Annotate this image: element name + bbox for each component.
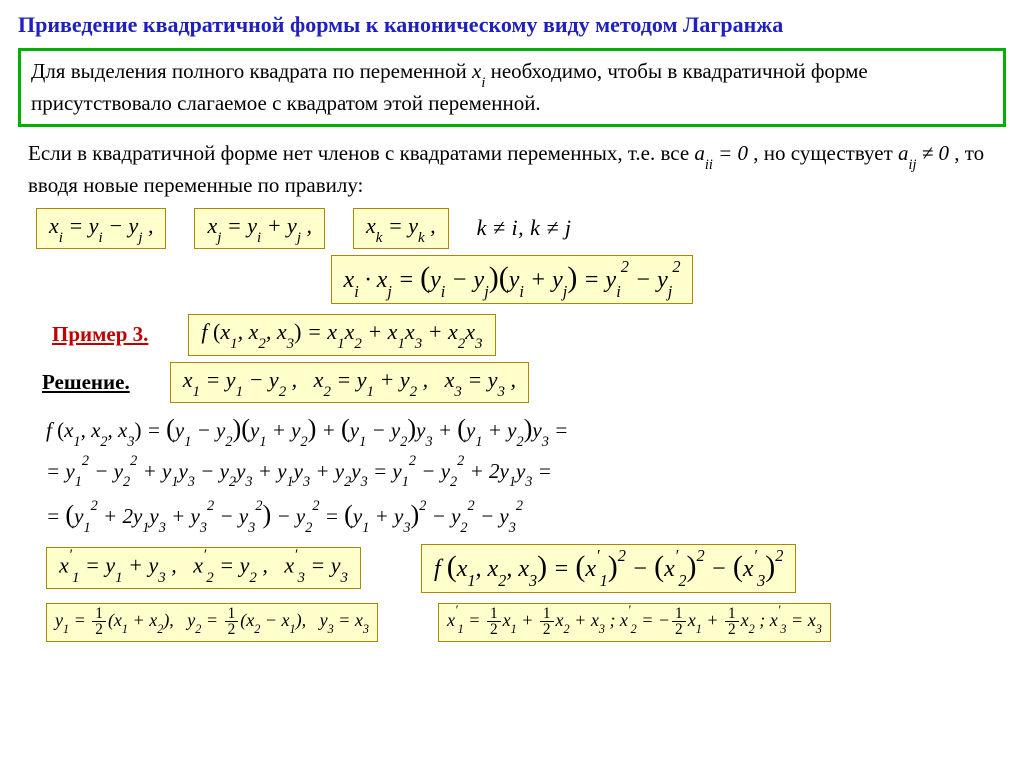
pill-final-f: f (x1, x2, x3) = (x′1)2 − (x′2)2 − (x′3)… [421,544,796,593]
product-formula-row: xi · xj = (yi − yj)(yi + yj) = yi2 − yj2 [18,255,1006,304]
pill-xj: xj = yi + yj , [194,208,324,250]
pill-xk: xk = yk , [353,208,449,250]
example-label: Пример 3. [52,322,148,347]
definition-text: Для выделения полного квадрата по переме… [31,59,868,115]
pill-back-xprime: x′1 = 12x1 + 12x2 + x3 ; x′2 = −12x1 + 1… [438,603,831,643]
substitution-row: xi = yi − yj , xj = yi + yj , xk = yk , … [36,208,1006,250]
final-row-2: y1 = 12(x1 + x2), y2 = 12(x2 − x1), y3 =… [18,603,1006,643]
derivation-line-1: f (x1, x2, x3) = (y1 − y2)(y1 + y2) + (y… [46,407,1006,452]
pill-example-f: f (x1, x2, x3) = x1x2 + x1x3 + x2x3 [188,314,495,356]
solution-label: Решение. [42,370,130,395]
page-title: Приведение квадратичной формы к канониче… [18,12,1006,38]
cond-k: k ≠ i, k ≠ j [477,215,572,241]
final-row-1: x′1 = y1 + y3 , x′2 = y2 , x′3 = y3 f (x… [18,544,1006,593]
derivation-line-3: = (y12 + 2y1y3 + y32 − y32) − y22 = (y1 … [46,493,1006,538]
pill-xi: xi = yi − yj , [36,208,166,250]
solution-header-row: Решение. x1 = y1 − y2 , x2 = y1 + y2 , x… [18,362,1006,404]
pill-product: xi · xj = (yi − yj)(yi + yj) = yi2 − yj2 [331,255,694,304]
pill-subst-line: x1 = y1 − y2 , x2 = y1 + y2 , x3 = y3 , [170,362,529,404]
pill-final-subst: x′1 = y1 + y3 , x′2 = y2 , x′3 = y3 [46,547,361,589]
definition-box: Для выделения полного квадрата по переме… [18,48,1006,127]
intro-paragraph: Если в квадратичной форме нет членов с к… [28,139,1006,200]
pill-back-y: y1 = 12(x1 + x2), y2 = 12(x2 − x1), y3 =… [46,603,378,643]
example-header-row: Пример 3. f (x1, x2, x3) = x1x2 + x1x3 +… [18,314,1006,356]
derivation-line-2: = y12 − y22 + y1y3 − y2y3 + y1y3 + y2y3 … [46,454,1006,491]
